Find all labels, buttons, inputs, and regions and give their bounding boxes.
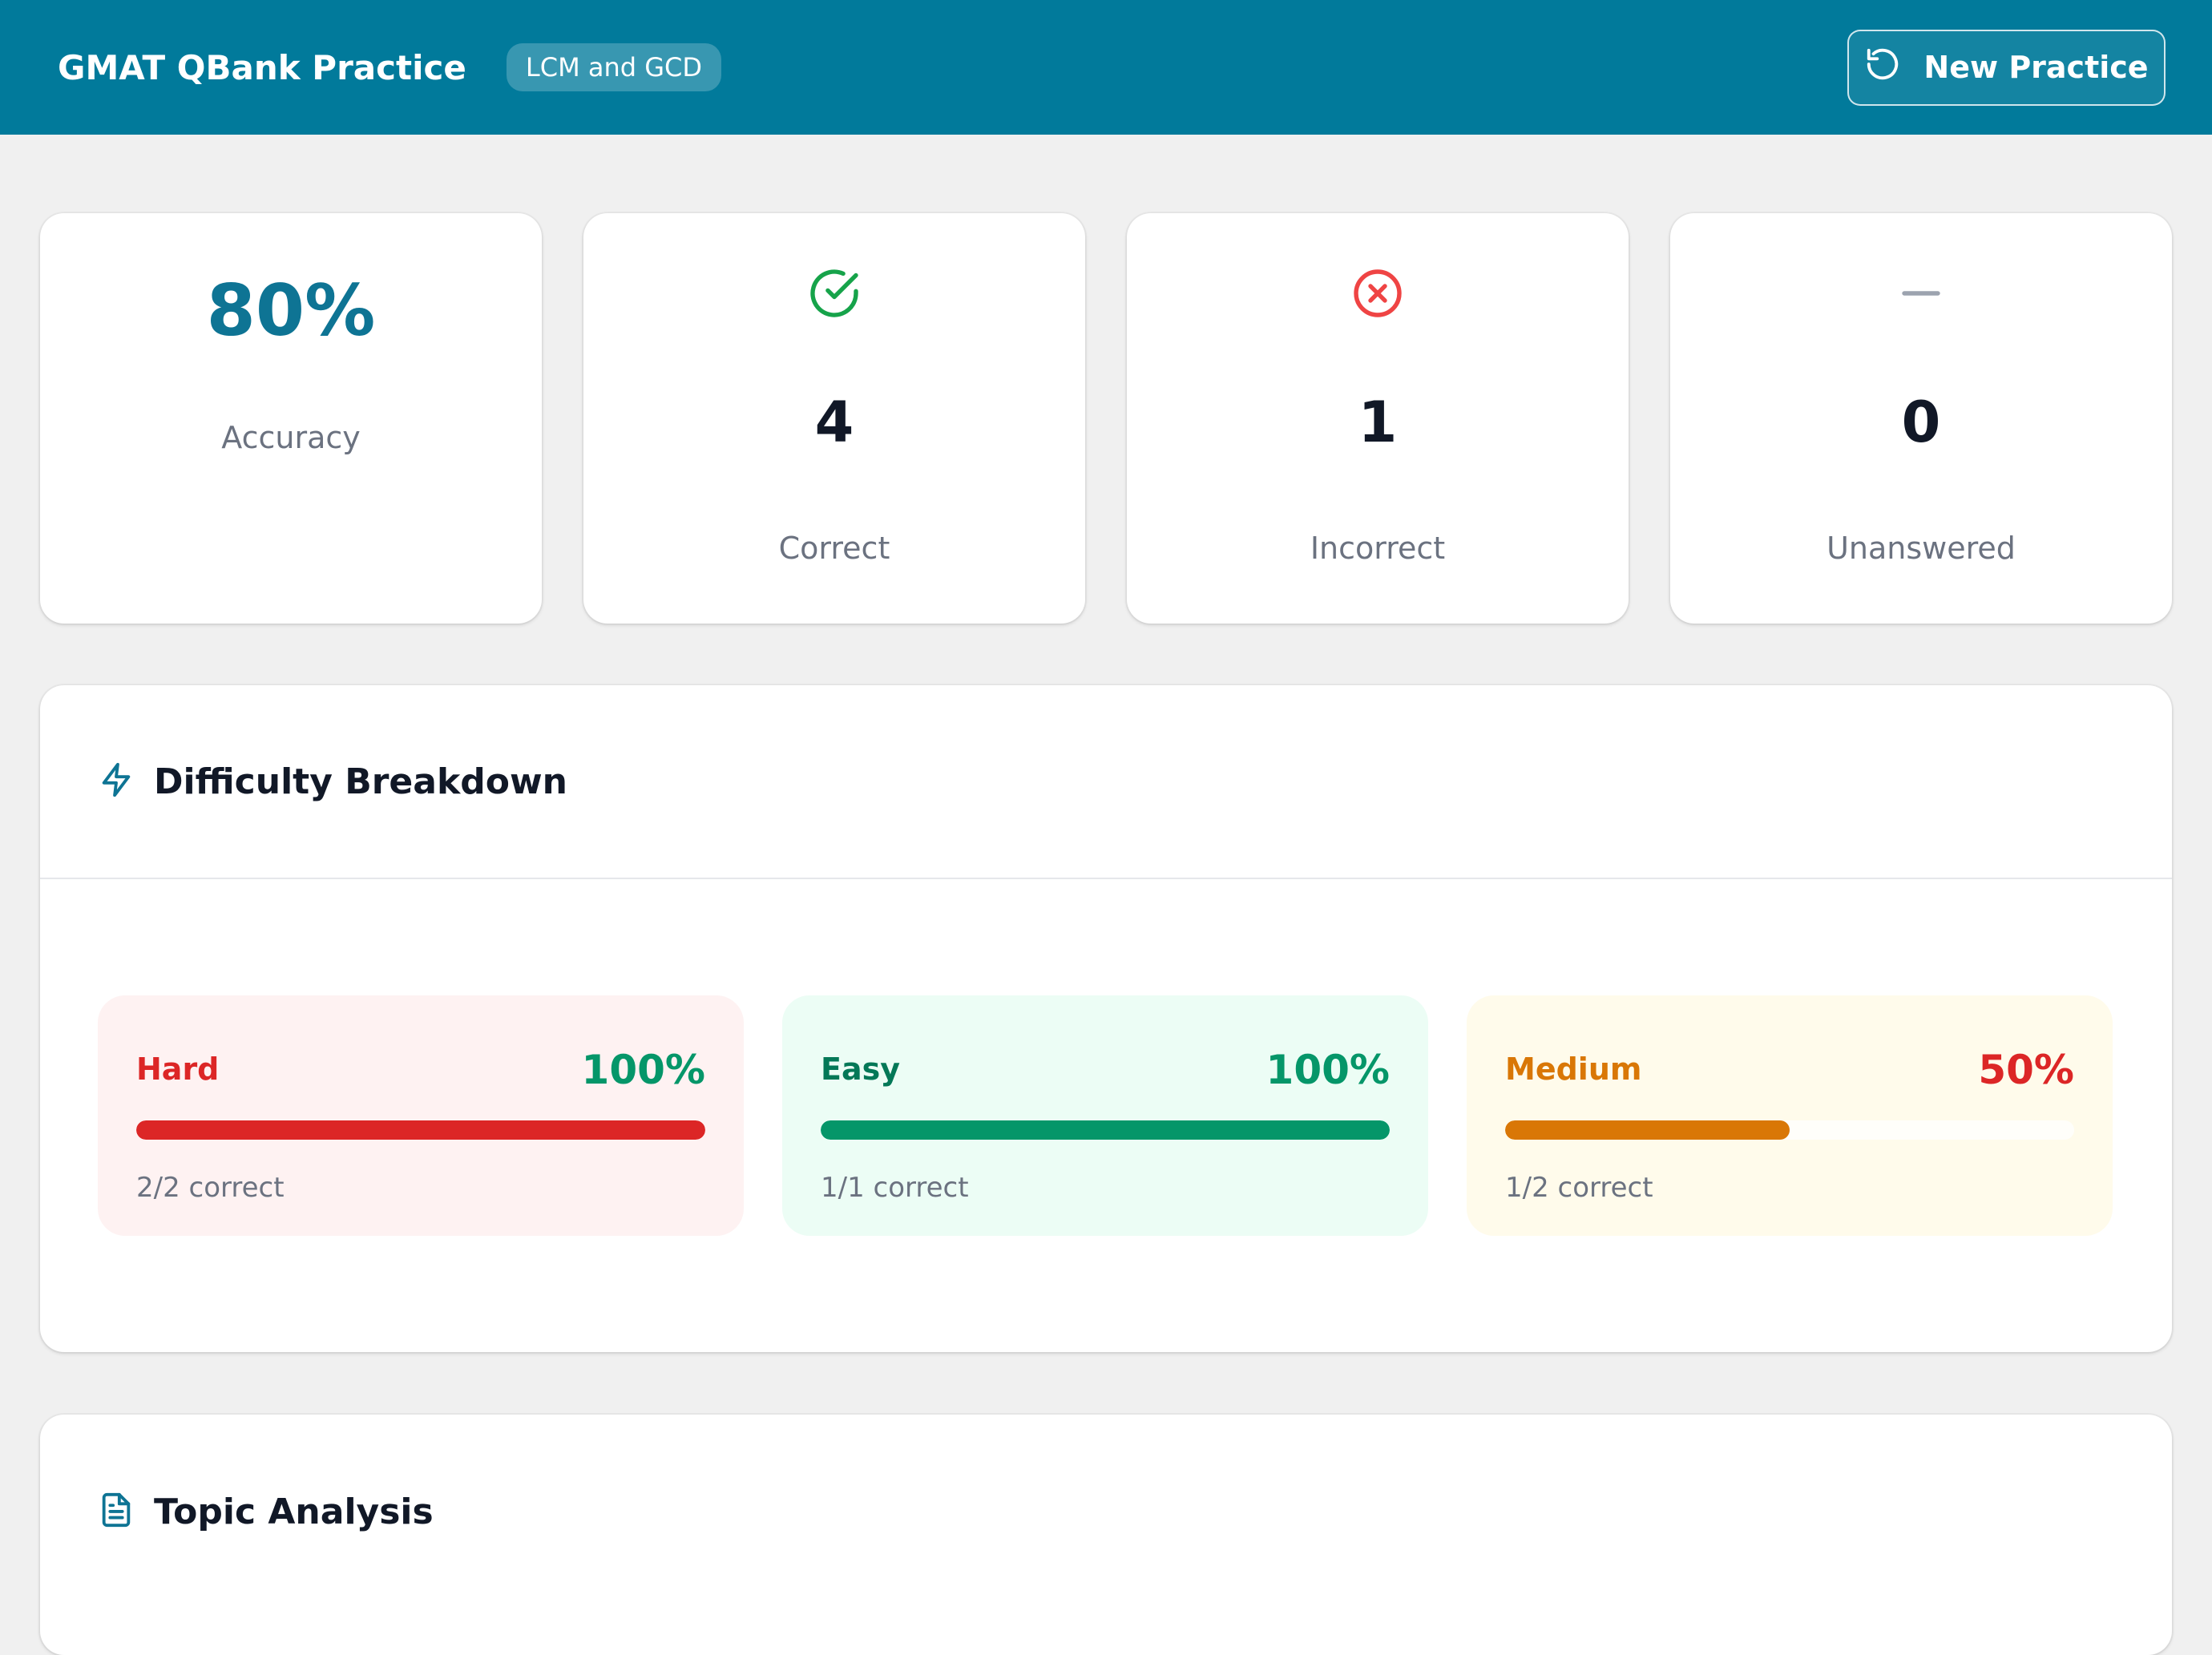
difficulty-name: Hard bbox=[136, 1052, 220, 1087]
difficulty-cards: Hard 100% 2/2 correct Easy 100% 1/1 corr… bbox=[98, 995, 2113, 1236]
unanswered-card: 0 Unanswered bbox=[1670, 213, 2172, 624]
difficulty-card-medium: Medium 50% 1/2 correct bbox=[1467, 995, 2113, 1236]
correct-label: Correct bbox=[778, 531, 890, 566]
difficulty-card-easy: Easy 100% 1/1 correct bbox=[782, 995, 1428, 1236]
difficulty-title: Difficulty Breakdown bbox=[154, 761, 567, 802]
topic-panel: Topic Analysis bbox=[40, 1415, 2172, 1655]
x-circle-icon bbox=[1349, 264, 1407, 322]
difficulty-percent: 100% bbox=[581, 1047, 705, 1093]
app-header: GMAT QBank Practice LCM and GCD New Prac… bbox=[0, 0, 2212, 135]
topic-header: Topic Analysis bbox=[40, 1415, 2172, 1609]
lightning-icon bbox=[98, 761, 135, 801]
incorrect-value: 1 bbox=[1358, 390, 1398, 455]
unanswered-label: Unanswered bbox=[1827, 531, 2016, 566]
progress-bar bbox=[1505, 1120, 2074, 1140]
difficulty-header: Difficulty Breakdown bbox=[40, 685, 2172, 879]
unanswered-value: 0 bbox=[1901, 390, 1941, 455]
dash-icon bbox=[1892, 264, 1950, 322]
new-practice-button[interactable]: New Practice bbox=[1847, 29, 2166, 106]
difficulty-name: Easy bbox=[821, 1052, 900, 1087]
app-title: GMAT QBank Practice bbox=[58, 47, 466, 87]
document-icon bbox=[98, 1492, 135, 1532]
difficulty-name: Medium bbox=[1505, 1052, 1642, 1087]
stats-row: 80% Accuracy 4 Correct 1 Incorrect bbox=[40, 213, 2172, 624]
incorrect-card: 1 Incorrect bbox=[1127, 213, 1629, 624]
difficulty-percent: 100% bbox=[1265, 1047, 1390, 1093]
difficulty-detail: 2/2 correct bbox=[136, 1172, 285, 1204]
difficulty-detail: 1/2 correct bbox=[1505, 1172, 1653, 1204]
difficulty-panel: Difficulty Breakdown Hard 100% 2/2 corre… bbox=[40, 685, 2172, 1352]
incorrect-label: Incorrect bbox=[1310, 531, 1446, 566]
progress-bar bbox=[136, 1120, 705, 1140]
refresh-icon bbox=[1864, 46, 1901, 90]
difficulty-card-hard: Hard 100% 2/2 correct bbox=[98, 995, 744, 1236]
correct-card: 4 Correct bbox=[583, 213, 1085, 624]
progress-bar bbox=[821, 1120, 1390, 1140]
difficulty-percent: 50% bbox=[1978, 1047, 2074, 1093]
progress-fill bbox=[821, 1120, 1390, 1140]
accuracy-card: 80% Accuracy bbox=[40, 213, 542, 624]
accuracy-value: 80% bbox=[206, 269, 376, 352]
progress-fill bbox=[1505, 1120, 1790, 1140]
topic-badge: LCM and GCD bbox=[506, 43, 721, 91]
new-practice-label: New Practice bbox=[1923, 50, 2149, 85]
accuracy-label: Accuracy bbox=[221, 420, 361, 455]
check-circle-icon bbox=[805, 264, 863, 322]
topic-title: Topic Analysis bbox=[154, 1491, 434, 1532]
difficulty-detail: 1/1 correct bbox=[821, 1172, 969, 1204]
correct-value: 4 bbox=[814, 390, 854, 455]
progress-fill bbox=[136, 1120, 705, 1140]
